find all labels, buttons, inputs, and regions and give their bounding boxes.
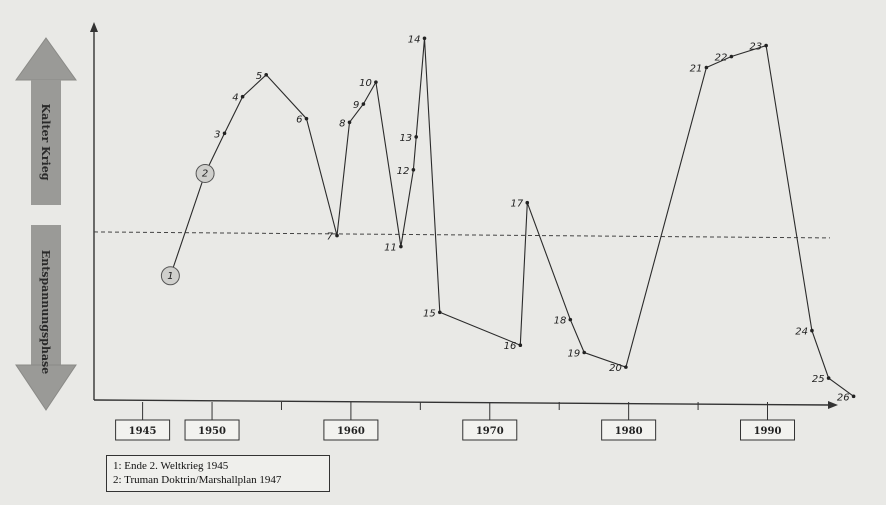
x-tick-box bbox=[115, 419, 171, 441]
arrow-up-body bbox=[31, 80, 61, 205]
point-marker bbox=[347, 120, 352, 125]
point-label: 19 bbox=[567, 349, 580, 360]
point-label: 24 bbox=[795, 327, 808, 338]
point-marker bbox=[810, 328, 814, 333]
arrow-down-body bbox=[31, 225, 61, 365]
threshold-dashed-line bbox=[93, 231, 831, 239]
point-marker bbox=[240, 94, 245, 99]
point-label: 11 bbox=[384, 243, 397, 254]
point-marker bbox=[374, 80, 378, 84]
point-label: 20 bbox=[609, 363, 622, 374]
upper-phase-label: Kalter Krieg bbox=[39, 104, 52, 181]
point-marker bbox=[851, 394, 856, 399]
x-tick-label: 1945 bbox=[129, 426, 157, 437]
lower-phase-label: Entspannungsphase bbox=[39, 250, 52, 374]
point-label: 15 bbox=[423, 308, 436, 319]
point-label: 16 bbox=[504, 341, 517, 352]
arrow-down-head bbox=[15, 364, 77, 411]
point-circle-marker bbox=[195, 163, 215, 183]
point-label: 5 bbox=[256, 71, 262, 82]
point-label: 4 bbox=[232, 93, 238, 104]
point-marker bbox=[826, 376, 831, 380]
x-tick-label: 1960 bbox=[337, 426, 365, 437]
point-label: 8 bbox=[339, 118, 345, 129]
legend-entry-1: 1: Ende 2. Weltkrieg 1945 bbox=[113, 460, 229, 472]
point-marker bbox=[704, 65, 709, 70]
point-label: 22 bbox=[715, 53, 728, 64]
point-marker bbox=[729, 54, 734, 59]
point-marker bbox=[264, 73, 268, 77]
point-label: 6 bbox=[296, 115, 302, 126]
point-label: 14 bbox=[408, 34, 421, 45]
point-marker bbox=[422, 36, 427, 41]
point-label: 3 bbox=[214, 129, 220, 140]
point-label: 2 bbox=[202, 168, 208, 179]
point-marker bbox=[304, 116, 309, 121]
point-label: 7 bbox=[327, 232, 334, 243]
point-circle-marker bbox=[160, 266, 180, 286]
x-tick-box bbox=[184, 419, 240, 441]
point-marker bbox=[414, 135, 418, 139]
x-tick-label: 1970 bbox=[476, 426, 504, 437]
x-tick-label: 1980 bbox=[615, 426, 643, 437]
point-label: 17 bbox=[511, 199, 524, 210]
point-label: 13 bbox=[399, 133, 412, 144]
arrow-up-head bbox=[15, 37, 77, 81]
point-marker bbox=[361, 102, 366, 106]
point-marker bbox=[222, 131, 227, 136]
point-label: 9 bbox=[353, 100, 359, 111]
x-axis-arrowhead bbox=[828, 401, 838, 409]
point-marker bbox=[764, 43, 768, 48]
data-points: 1234567891011121314151617181920212223242… bbox=[160, 34, 856, 403]
axes bbox=[90, 22, 838, 409]
point-label: 25 bbox=[812, 374, 825, 385]
x-tick-box bbox=[462, 419, 518, 441]
x-ticks: 1945 1950 1960 1970 1980 1990 bbox=[115, 402, 796, 441]
point-marker bbox=[411, 168, 416, 172]
point-marker bbox=[437, 310, 442, 315]
point-label: 12 bbox=[397, 166, 410, 177]
point-marker bbox=[624, 365, 628, 369]
x-tick-label: 1990 bbox=[754, 426, 782, 437]
point-label: 18 bbox=[554, 316, 567, 327]
point-marker bbox=[525, 200, 530, 205]
x-tick-box bbox=[323, 419, 379, 441]
legend-entry-2: 2: Truman Doktrin/Marshallplan 1947 bbox=[113, 474, 282, 486]
x-tick-box bbox=[601, 419, 657, 441]
x-axis-line bbox=[93, 399, 831, 406]
point-label: 26 bbox=[837, 392, 850, 403]
x-tick-label: 1950 bbox=[198, 426, 226, 437]
point-marker bbox=[518, 343, 523, 347]
point-label: 23 bbox=[749, 42, 762, 53]
y-axis-arrowhead bbox=[90, 22, 98, 32]
x-tick-box bbox=[740, 419, 796, 441]
point-marker bbox=[399, 244, 403, 249]
legend-box: 1: Ende 2. Weltkrieg 1945 2: Truman Dokt… bbox=[106, 455, 330, 492]
point-marker bbox=[582, 350, 587, 355]
point-label: 1 bbox=[167, 271, 173, 282]
point-label: 21 bbox=[690, 64, 703, 75]
series-line bbox=[169, 38, 854, 397]
point-marker bbox=[568, 317, 573, 322]
point-marker bbox=[335, 233, 339, 238]
phase-arrow: Kalter Krieg Entspannungsphase bbox=[15, 37, 77, 411]
point-label: 10 bbox=[359, 78, 372, 89]
